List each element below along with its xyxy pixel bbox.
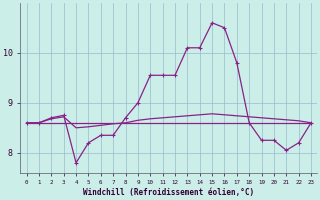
X-axis label: Windchill (Refroidissement éolien,°C): Windchill (Refroidissement éolien,°C) — [83, 188, 254, 197]
